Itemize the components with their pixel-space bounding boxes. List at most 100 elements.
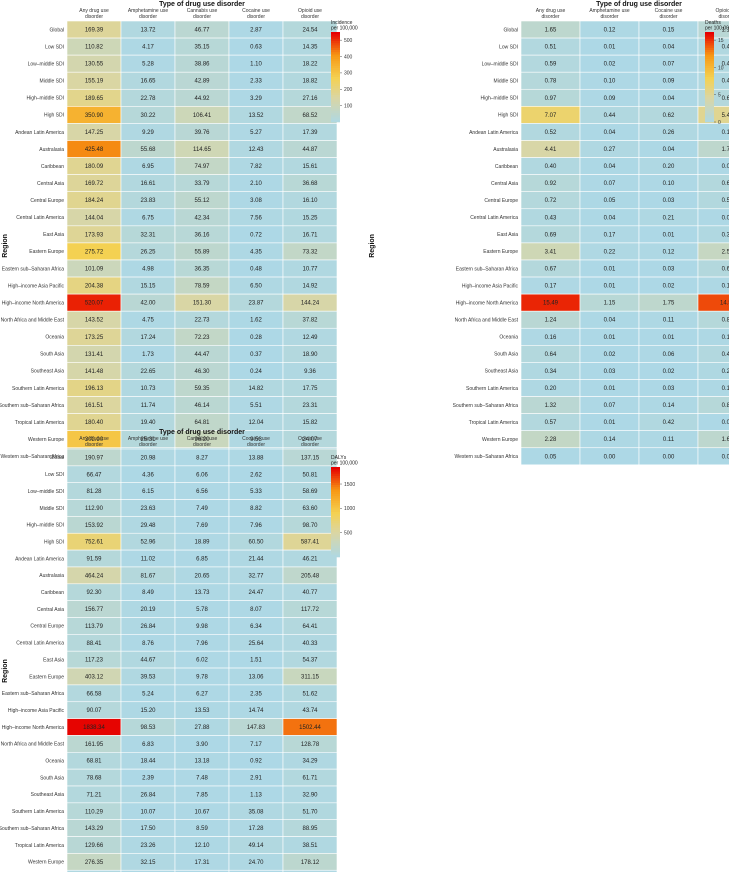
cell-value-label: 106.41 — [193, 113, 212, 119]
cell-value-label: 21.44 — [248, 557, 264, 563]
cell-value-label: 0.04 — [604, 130, 616, 136]
cell-value-label: 11.74 — [141, 403, 156, 409]
cell-value-label: 113.79 — [85, 624, 104, 630]
row-label: High SDI — [44, 113, 64, 119]
cell-value-label: 14.82 — [248, 386, 264, 392]
cell-value-label: 10.07 — [140, 809, 156, 815]
cell-value-label: 13.73 — [194, 590, 210, 596]
cell-value-label: 0.12 — [722, 130, 729, 136]
cell-value-label: 0.03 — [663, 198, 675, 204]
cell-value-label: 0.07 — [663, 62, 675, 68]
cell-value-label: 0.09 — [663, 79, 675, 85]
cell-value-label: 0.04 — [663, 45, 675, 51]
column-header: Cannabis use disorder — [187, 8, 218, 20]
row-label: Eastern Europe — [29, 249, 64, 255]
cell-value-label: 0.51 — [545, 45, 557, 51]
cell-value-label: 0.63 — [722, 181, 729, 187]
color-legend: Incidence per 100,000 500 400 300 200 100 — [331, 20, 358, 123]
cell-value-label: 51.62 — [302, 691, 318, 697]
cell-value-label: 155.19 — [85, 79, 104, 85]
cell-value-label: 33.79 — [194, 181, 210, 187]
legend-gradient-step — [705, 77, 714, 80]
cell-value-label: 8.27 — [196, 455, 208, 461]
cell-value-label: 184.24 — [85, 198, 104, 204]
legend-gradient-step — [331, 550, 340, 553]
cell-value-label: 2.91 — [250, 776, 262, 782]
row-label: Oceania — [499, 335, 518, 341]
row-label: Central Asia — [37, 181, 64, 187]
cell-value-label: 0.12 — [663, 249, 675, 255]
cell-value-label: 81.67 — [140, 573, 156, 579]
cell-value-label: 2.35 — [250, 691, 262, 697]
cell-value-label: 7.69 — [196, 523, 208, 529]
cell-value-label: 1.15 — [604, 301, 616, 307]
cell-value-label: 144.24 — [301, 301, 320, 307]
cell-value-label: 44.47 — [194, 352, 210, 358]
legend-gradient-step — [331, 115, 340, 118]
legend-gradient-step — [331, 514, 340, 517]
legend-gradient-step — [331, 61, 340, 64]
cell-value-label: 110.82 — [85, 45, 104, 51]
legend-gradient-step — [331, 469, 340, 472]
legend-gradient-step — [705, 99, 714, 103]
cell-value-label: 43.74 — [302, 708, 318, 714]
row-label: Low–middle SDI — [28, 489, 64, 495]
cell-value-label: 46.14 — [194, 403, 210, 409]
row-label: Southern sub–Saharan Africa — [0, 403, 64, 409]
legend-gradient-step — [331, 43, 340, 46]
cell-value-label: 13.18 — [194, 759, 210, 765]
cell-value-label: 42.00 — [140, 301, 156, 307]
cell-value-label: 143.52 — [85, 318, 104, 324]
cell-value-label: 23.83 — [140, 198, 156, 204]
cell-value-label: 1.51 — [250, 658, 262, 664]
cell-value-label: 44.87 — [302, 147, 318, 153]
cell-value-label: 425.48 — [85, 147, 104, 153]
legend-gradient-step — [331, 81, 340, 85]
cell-value-label: 0.59 — [545, 62, 557, 68]
cell-value-label: 204.38 — [85, 284, 104, 290]
cell-value-label: 0.62 — [663, 113, 675, 119]
cell-value-label: 276.35 — [85, 860, 104, 866]
cell-value-label: 5.24 — [142, 691, 154, 697]
cell-value-label: 7.96 — [250, 523, 262, 529]
cell-value-label: 23.87 — [248, 301, 264, 307]
cell-value-label: 2.55 — [722, 249, 729, 255]
cell-value-label: 1.75 — [663, 301, 675, 307]
cell-value-label: 20.65 — [194, 573, 210, 579]
cell-value-label: 205.48 — [301, 573, 320, 579]
legend-tick-label: 200 — [344, 87, 353, 93]
cell-value-label: 14.92 — [302, 284, 318, 290]
cell-value-label: 8.49 — [142, 590, 154, 596]
row-label: Low–middle SDI — [482, 61, 518, 67]
cell-value-label: 0.20 — [545, 386, 557, 392]
cell-value-label: 0.37 — [250, 352, 262, 358]
cell-value-label: 5.78 — [196, 607, 208, 613]
cell-value-label: 128.78 — [301, 742, 320, 748]
cell-value-label: 0.13 — [722, 335, 729, 341]
cell-value-label: 0.67 — [545, 267, 557, 273]
cell-value-label: 3.29 — [250, 96, 262, 102]
cell-value-label: 32.15 — [140, 860, 156, 866]
row-label: High–middle SDI — [480, 96, 518, 102]
cell-value-label: 0.14 — [722, 386, 729, 392]
cell-value-label: 117.72 — [301, 607, 320, 613]
legend-gradient-step — [705, 34, 714, 37]
cell-value-label: 0.05 — [722, 454, 729, 460]
row-label: High–middle SDI — [26, 96, 64, 102]
cell-value-label: 0.04 — [604, 215, 616, 221]
cell-value-label: 0.03 — [663, 267, 675, 273]
cell-value-label: 92.30 — [86, 590, 102, 596]
chart-title: Type of drug use disorder — [159, 1, 245, 8]
cell-value-label: 0.03 — [663, 386, 675, 392]
cell-value-label: 20.19 — [140, 607, 156, 613]
legend-gradient-step — [331, 59, 340, 62]
cell-value-label: 0.00 — [604, 454, 616, 460]
cell-value-label: 0.17 — [604, 232, 616, 238]
cell-value-label: 98.53 — [140, 725, 156, 731]
legend-gradient-step — [331, 471, 340, 475]
cell-value-label: 14.35 — [302, 45, 318, 51]
cell-value-label: 66.47 — [86, 472, 102, 478]
legend-gradient-step — [331, 509, 340, 513]
row-label: Eastern Europe — [483, 249, 518, 255]
